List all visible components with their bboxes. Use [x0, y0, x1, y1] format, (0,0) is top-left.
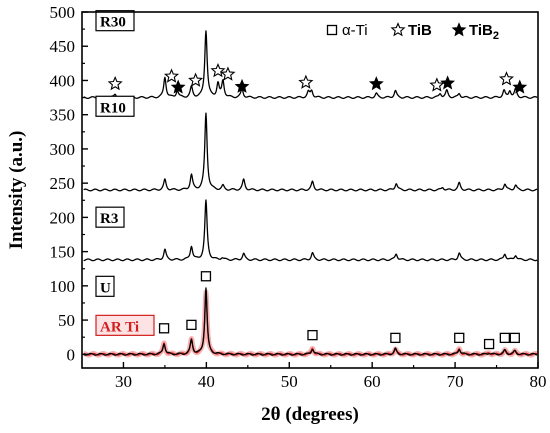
- open-star-marker: [210, 62, 226, 78]
- open-square-marker: [390, 332, 401, 344]
- x-tick-label: 60: [364, 372, 381, 391]
- y-tick-label: 300: [50, 140, 76, 159]
- series-label-u: U: [100, 280, 111, 296]
- open-square-marker: [483, 338, 495, 350]
- filled-star-marker: [440, 75, 456, 90]
- open-square-marker: [509, 332, 520, 344]
- series-label-box-u: [95, 275, 115, 297]
- series-line-u: [83, 287, 538, 356]
- series-label-r30: R30: [100, 15, 126, 31]
- x-tick-label: 30: [115, 372, 132, 391]
- filled-star-marker: [234, 78, 250, 93]
- y-tick-label: 50: [58, 311, 75, 330]
- series-label-ar-ti: AR Ti: [100, 319, 139, 335]
- open-star-marker: [429, 77, 445, 92]
- y-tick-label: 450: [50, 37, 76, 56]
- open-star-marker: [188, 72, 204, 87]
- open-square-marker: [499, 332, 510, 344]
- label-layer: AR Ti U R3 R10 R30: [95, 10, 155, 336]
- open-square-marker: [307, 329, 318, 341]
- y-tick-label: 200: [50, 208, 76, 227]
- series-label-box-r10: [95, 95, 135, 117]
- y-axis-title: Intensity (a.u.): [6, 131, 27, 250]
- series-line-r30: [83, 30, 538, 100]
- marker-layer: [107, 62, 528, 350]
- open-square-marker: [454, 332, 465, 344]
- y-tick-label: 100: [50, 277, 76, 296]
- open-star-marker: [498, 71, 515, 86]
- series-label-r10: R10: [100, 100, 126, 116]
- legend-label: TiB2: [469, 22, 499, 42]
- y-tick-label: 250: [50, 174, 76, 193]
- legend-label: α-Ti: [342, 22, 368, 39]
- x-tick-label: 80: [530, 372, 547, 391]
- x-tick-label: 50: [281, 372, 298, 391]
- filled-star-marker: [170, 79, 186, 94]
- y-tick-label: 500: [50, 3, 76, 22]
- open-star-marker: [107, 75, 123, 91]
- series-label-box-r30: [95, 10, 135, 32]
- open-square-marker: [186, 319, 197, 331]
- series-layer: [81, 30, 540, 358]
- x-tick-label: 40: [198, 372, 215, 391]
- y-tick-label: 350: [50, 106, 76, 125]
- legend: α-Ti TiB TiB2: [326, 22, 499, 42]
- open-star-marker: [298, 74, 314, 89]
- open-star-marker: [163, 68, 180, 83]
- series-label-r3: R3: [100, 211, 118, 227]
- open-square-marker: [158, 323, 170, 334]
- y-tick-label: 150: [50, 243, 76, 262]
- filled-star-marker: [368, 76, 384, 91]
- legend-marker-open-star: [390, 22, 406, 37]
- legend-marker-open-square: [326, 24, 338, 36]
- series-label-box-ar-ti: [95, 314, 155, 336]
- series-line-r10: [83, 112, 538, 192]
- filled-star-marker: [512, 79, 528, 94]
- plot-frame: [81, 11, 539, 369]
- legend-subscript: 2: [493, 30, 499, 42]
- legend-marker-filled-star: [451, 22, 467, 37]
- legend-label: TiB: [408, 22, 432, 39]
- x-axis-title: 2θ (degrees): [261, 404, 359, 425]
- open-square-marker: [200, 271, 212, 282]
- open-star-marker: [220, 66, 236, 81]
- x-tick-label: 70: [447, 372, 464, 391]
- series-label-box-r3: [95, 206, 125, 228]
- axis-layer: 30 40 50 60 70 80 0 50 100 150 200 250 300 350 400 450 5…: [50, 3, 547, 391]
- y-tick-label: 0: [67, 345, 76, 364]
- y-tick-label: 400: [50, 71, 76, 90]
- series-line-r3: [83, 199, 538, 262]
